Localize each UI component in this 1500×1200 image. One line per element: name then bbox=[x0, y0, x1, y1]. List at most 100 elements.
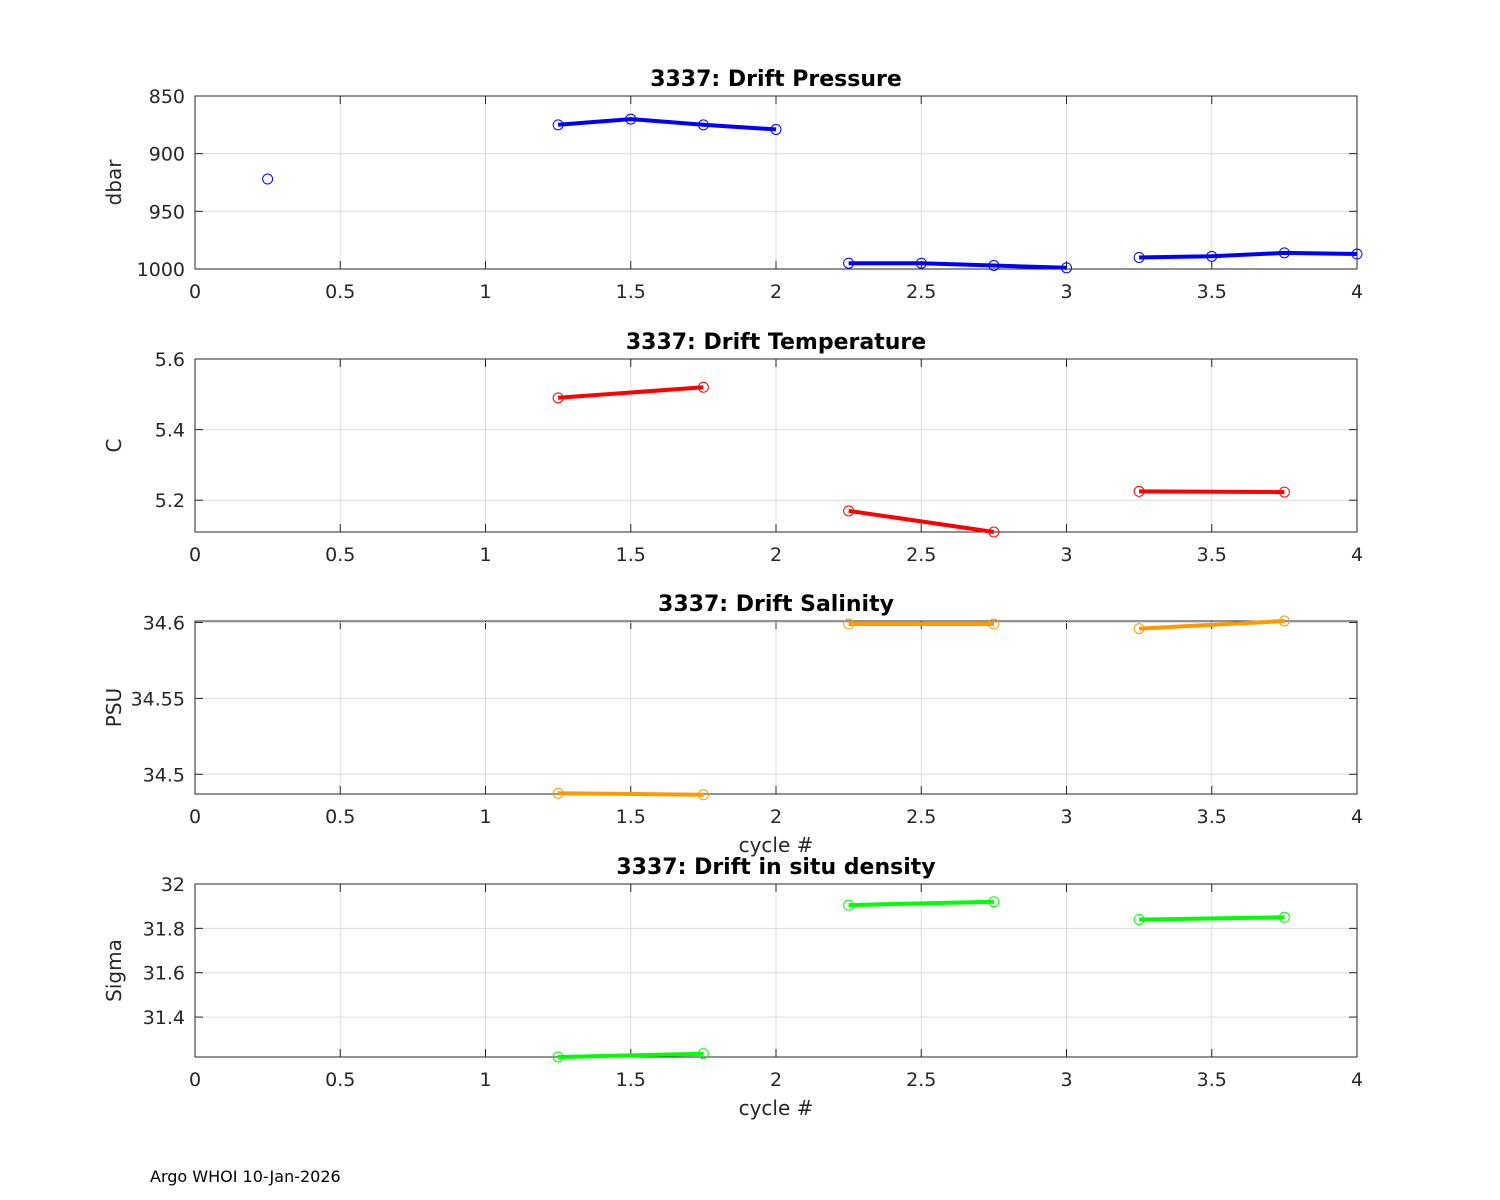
data-point bbox=[1278, 615, 1290, 627]
x-tick-label: 1.5 bbox=[616, 281, 646, 303]
y-tick-label: 1000 bbox=[137, 259, 185, 281]
series-line bbox=[557, 385, 704, 400]
data-point bbox=[1061, 262, 1072, 274]
plot-frame bbox=[194, 883, 1358, 1058]
data-point bbox=[1278, 911, 1290, 923]
series-line bbox=[1138, 619, 1285, 631]
x-tick-label: 0 bbox=[189, 281, 201, 303]
chart-panel-4: 0 0.5 1 1.5 2 2.5 3 3.5 4 31.4 31.6 31.8 32 3337: Dri… bbox=[102, 855, 1363, 1120]
data-point bbox=[770, 123, 782, 135]
data-point bbox=[988, 618, 1000, 630]
x-tick-label: 2.5 bbox=[906, 544, 936, 566]
data-point bbox=[915, 257, 927, 269]
data-point bbox=[988, 526, 1000, 538]
x-tick-label: 3.5 bbox=[1197, 281, 1227, 303]
x-tick-label: 1 bbox=[479, 1069, 491, 1091]
data-point bbox=[1133, 485, 1145, 497]
x-axis-label: cycle # bbox=[739, 1096, 814, 1120]
x-tick-label: 1.5 bbox=[616, 1069, 646, 1091]
series-line bbox=[848, 899, 994, 908]
x-tick-label: 2.5 bbox=[906, 806, 936, 828]
x-tick-label: 4 bbox=[1351, 806, 1363, 828]
x-tick-label: 1 bbox=[479, 544, 491, 566]
x-tick-label: 4 bbox=[1351, 544, 1363, 566]
x-tick-label: 3.5 bbox=[1197, 544, 1227, 566]
data-point bbox=[1206, 250, 1218, 262]
chart-title: 3337: Drift Temperature bbox=[626, 330, 926, 355]
x-tick-label: 4 bbox=[1351, 1069, 1363, 1091]
series-line bbox=[557, 117, 777, 132]
y-axis-label: C bbox=[102, 439, 126, 453]
data-point bbox=[843, 257, 855, 269]
x-tick-label: 0 bbox=[189, 1069, 201, 1091]
data-point bbox=[1133, 623, 1145, 635]
y-tick-label: 31.4 bbox=[143, 1007, 185, 1029]
chart-title: 3337: Drift Pressure bbox=[650, 67, 902, 92]
y-tick-label: 34.6 bbox=[143, 613, 185, 635]
y-tick-label: 34.55 bbox=[131, 688, 185, 710]
x-axis-label: cycle # bbox=[739, 833, 814, 857]
y-tick-label: 950 bbox=[149, 201, 185, 223]
x-tick-label: 1.5 bbox=[616, 544, 646, 566]
x-tick-label: 2.5 bbox=[906, 281, 936, 303]
data-point bbox=[552, 787, 564, 799]
data-point bbox=[988, 260, 1000, 272]
data-point bbox=[625, 113, 637, 125]
series-line bbox=[848, 261, 1067, 270]
x-tick-label: 2 bbox=[770, 281, 782, 303]
x-tick-label: 3.5 bbox=[1197, 806, 1227, 828]
x-tick-label: 2 bbox=[770, 806, 782, 828]
chart-title: 3337: Drift Salinity bbox=[658, 592, 894, 617]
y-tick-label: 900 bbox=[149, 144, 185, 166]
x-tick-label: 3 bbox=[1060, 281, 1072, 303]
data-point bbox=[1133, 913, 1145, 925]
data-point bbox=[697, 789, 709, 801]
x-tick-label: 1.5 bbox=[616, 806, 646, 828]
data-point bbox=[1278, 486, 1290, 498]
data-point bbox=[262, 173, 274, 185]
data-point bbox=[1351, 248, 1363, 260]
data-point bbox=[988, 896, 1000, 908]
data-point bbox=[697, 381, 709, 393]
x-tick-label: 0 bbox=[189, 544, 201, 566]
data-point bbox=[1278, 247, 1290, 259]
x-tick-label: 3.5 bbox=[1197, 1069, 1227, 1091]
y-tick-label: 31.8 bbox=[143, 918, 185, 940]
y-tick-label: 5.4 bbox=[155, 420, 185, 442]
data-point bbox=[697, 1048, 709, 1060]
y-tick-label: 850 bbox=[149, 86, 185, 108]
x-tick-label: 0 bbox=[189, 806, 201, 828]
y-tick-label: 5.2 bbox=[155, 490, 185, 512]
chart-panel-2: 0 0.5 1 1.5 2 2.5 3 3.5 4 5.2 5.4 5.6 3337: Drift Te… bbox=[102, 330, 1363, 566]
series-line bbox=[1139, 489, 1285, 495]
y-tick-label: 5.6 bbox=[155, 349, 185, 371]
data-point bbox=[552, 1051, 564, 1063]
x-tick-label: 0.5 bbox=[325, 281, 355, 303]
y-axis-label: PSU bbox=[102, 688, 126, 727]
chart-panel-3: 0 0.5 1 1.5 2 2.5 3 3.5 4 34.5 34.55 34.6 3337: Drif… bbox=[102, 592, 1363, 857]
x-tick-label: 0.5 bbox=[325, 1069, 355, 1091]
y-axis-label: dbar bbox=[102, 159, 126, 206]
data-point bbox=[1133, 251, 1145, 263]
footer-text: Argo WHOI 10-Jan-2026 bbox=[150, 1167, 341, 1186]
chart-panel-1: 0 0.5 1 1.5 2 2.5 3 3.5 4 850 900 950 1000 3337: Drif… bbox=[102, 67, 1363, 303]
x-tick-label: 3 bbox=[1060, 544, 1072, 566]
data-point bbox=[552, 392, 564, 404]
data-point bbox=[697, 119, 709, 131]
chart-title: 3337: Drift in situ density bbox=[616, 855, 935, 880]
data-point bbox=[843, 618, 855, 630]
x-tick-label: 0.5 bbox=[325, 806, 355, 828]
series-line bbox=[558, 1051, 704, 1059]
x-tick-label: 3 bbox=[1060, 806, 1072, 828]
x-tick-label: 1 bbox=[479, 806, 491, 828]
y-tick-label: 31.6 bbox=[143, 963, 185, 985]
plot-frame bbox=[194, 95, 1358, 270]
x-tick-label: 2 bbox=[770, 1069, 782, 1091]
x-tick-label: 0.5 bbox=[325, 544, 355, 566]
plot-frame bbox=[194, 358, 1358, 533]
x-tick-label: 2 bbox=[770, 544, 782, 566]
series-line bbox=[558, 791, 704, 797]
x-tick-label: 2.5 bbox=[906, 1069, 936, 1091]
series-line bbox=[1139, 915, 1285, 922]
x-tick-label: 4 bbox=[1351, 281, 1363, 303]
